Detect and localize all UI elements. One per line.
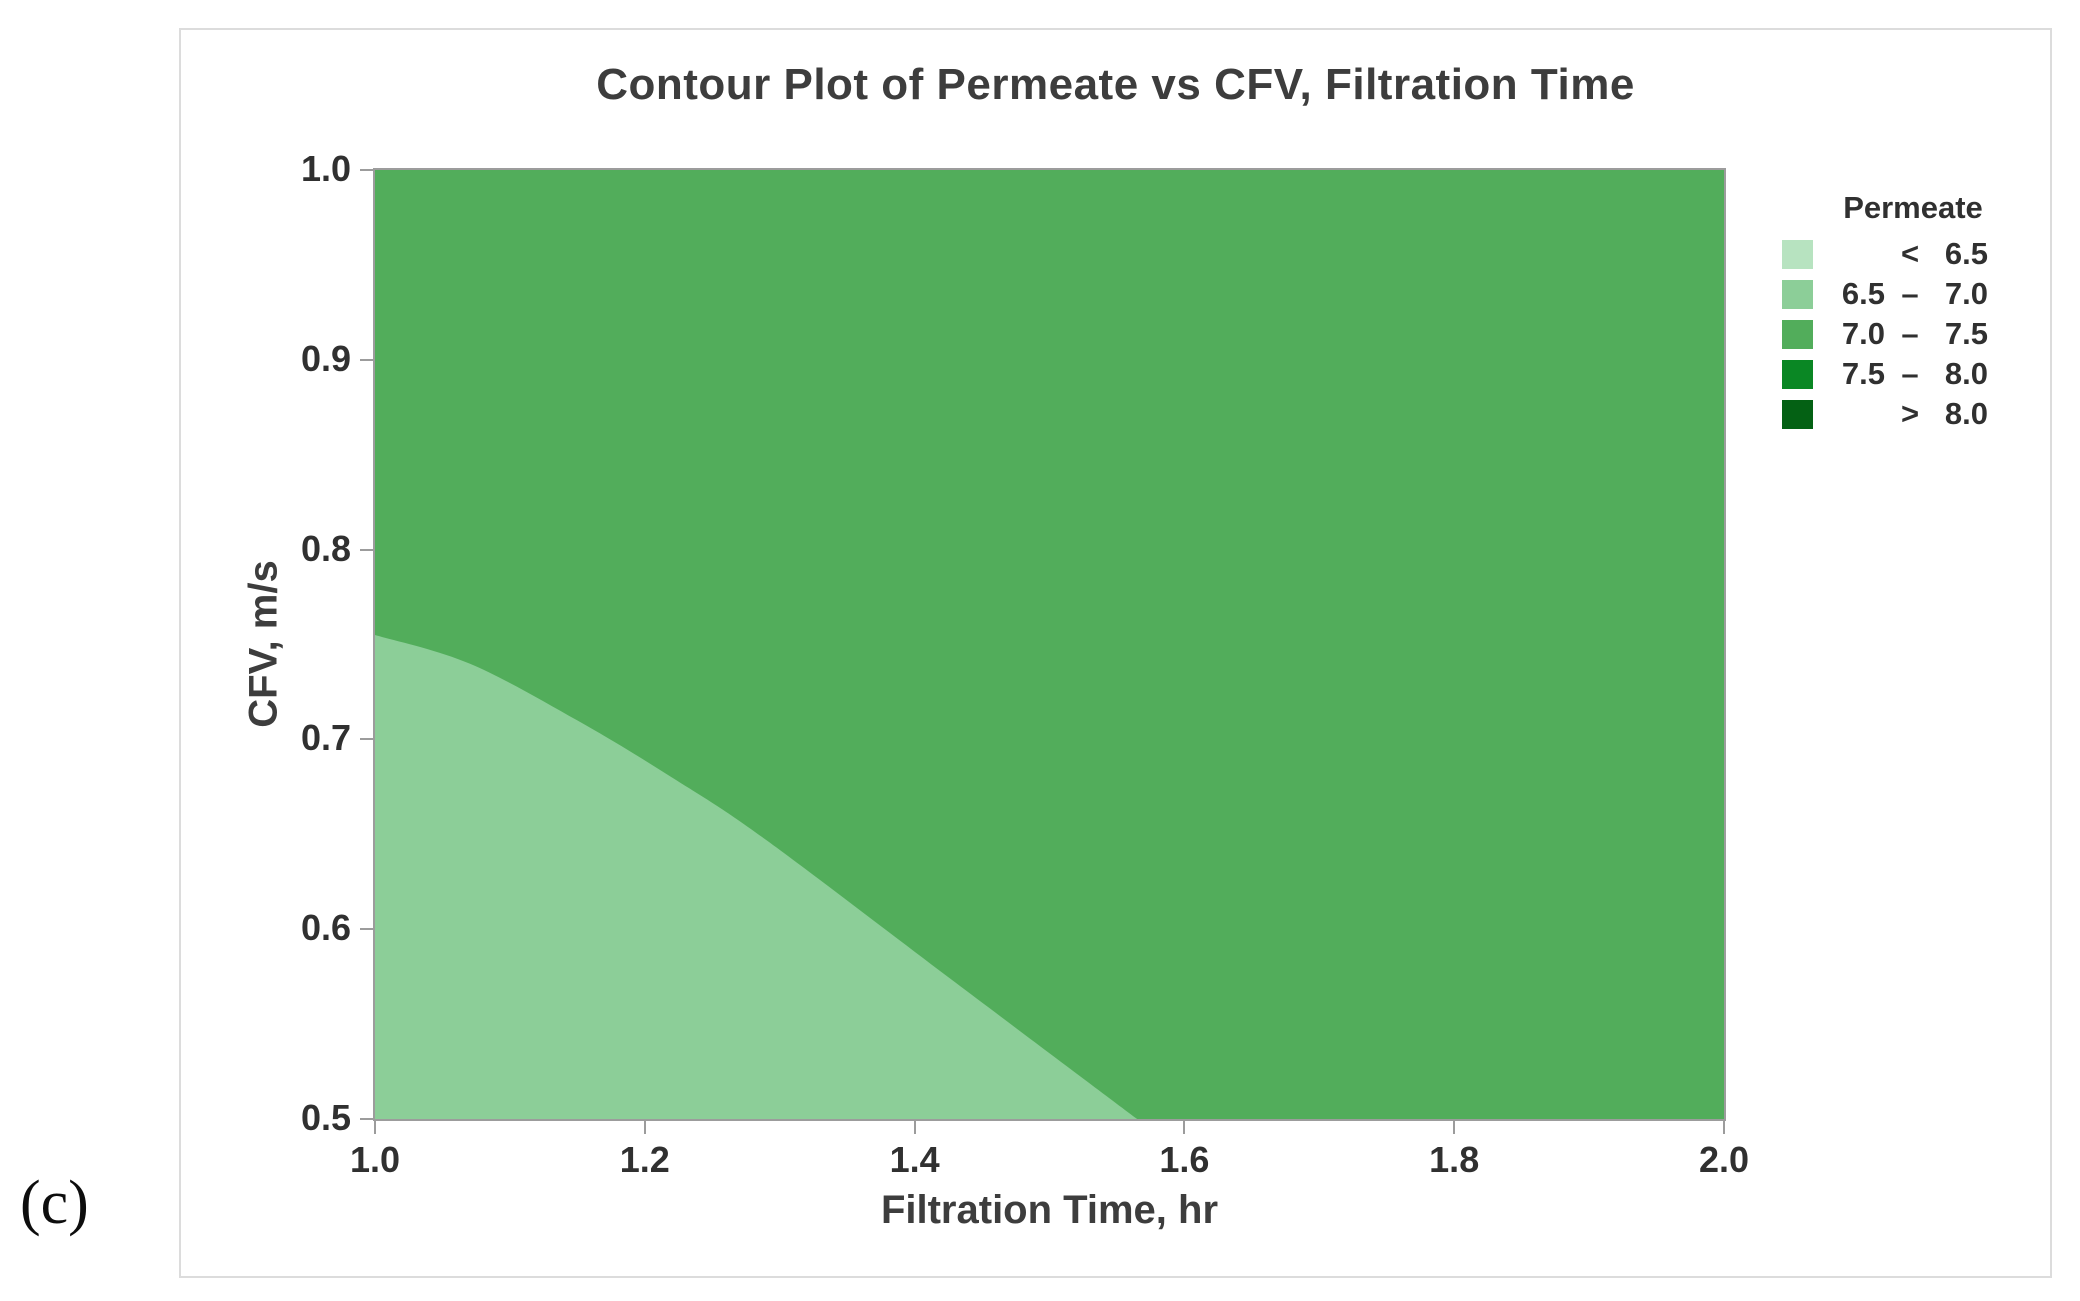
x-tick-label: 1.8 bbox=[1429, 1139, 1480, 1180]
legend-color-swatch bbox=[1782, 239, 1813, 269]
x-tick-mark bbox=[1453, 1121, 1456, 1134]
legend-row: 7.5–8.0 bbox=[1782, 354, 2022, 394]
y-axis-title: CFV, m/s bbox=[241, 560, 286, 728]
legend-op-label: – bbox=[1901, 316, 1919, 351]
x-tick-label: 1.2 bbox=[619, 1139, 670, 1180]
x-tick-label: 1.0 bbox=[349, 1139, 401, 1180]
legend-color-swatch bbox=[1782, 319, 1813, 349]
contour-regions-svg bbox=[375, 635, 1138, 1119]
x-tick-label: 1.4 bbox=[889, 1139, 940, 1180]
x-tick-label: 2.0 bbox=[1698, 1139, 1750, 1180]
legend-row: 7.0–7.5 bbox=[1782, 314, 2022, 354]
x-axis-title: Filtration Time, hr bbox=[880, 1188, 1219, 1232]
plot-area bbox=[373, 168, 1726, 1121]
y-tick-mark bbox=[360, 1118, 373, 1120]
y-tick-mark bbox=[360, 738, 373, 741]
legend-row: >8.0 bbox=[1782, 394, 2022, 434]
legend-op-label: > bbox=[1900, 396, 1920, 431]
y-tick-mark bbox=[360, 928, 373, 931]
y-tick-label: 0.9 bbox=[300, 337, 351, 379]
y-tick-mark bbox=[360, 548, 373, 551]
legend-high-label: 8.0 bbox=[1944, 356, 1988, 391]
legend-op-label: – bbox=[1901, 276, 1919, 311]
y-axis-ticks: 1.0 0.9 0.8 0.7 0.6 0.5 bbox=[181, 148, 373, 1138]
x-tick-mark bbox=[374, 1121, 376, 1134]
legend-row: 6.5–7.0 bbox=[1782, 274, 2022, 314]
figure-panel-letter: (c) bbox=[20, 1169, 89, 1237]
y-tick-mark bbox=[360, 358, 373, 361]
contour-region-lower-left bbox=[375, 635, 1138, 1119]
legend-low-label: 7.5 bbox=[1841, 356, 1885, 391]
legend-high-label: 8.0 bbox=[1944, 396, 1988, 431]
contour-figure-panel: Contour Plot of Permeate vs CFV, Filtrat… bbox=[179, 28, 2052, 1278]
legend-color-swatch bbox=[1782, 359, 1813, 389]
legend-low-label: 7.0 bbox=[1841, 316, 1885, 351]
legend-op-label: < bbox=[1900, 236, 1920, 271]
legend-color-swatch bbox=[1782, 399, 1813, 429]
legend-high-label: 7.5 bbox=[1944, 316, 1988, 351]
x-tick-mark bbox=[1723, 1121, 1725, 1134]
legend-op-label: – bbox=[1901, 356, 1919, 391]
x-tick-mark bbox=[913, 1121, 916, 1134]
chart-title: Contour Plot of Permeate vs CFV, Filtrat… bbox=[596, 60, 1635, 109]
legend-high-label: 7.0 bbox=[1944, 276, 1988, 311]
y-tick-label: 0.7 bbox=[300, 717, 351, 759]
x-tick-mark bbox=[1183, 1121, 1186, 1134]
legend-row: <6.5 bbox=[1782, 234, 2022, 274]
legend-color-swatch bbox=[1782, 279, 1813, 309]
x-tick-label: 1.6 bbox=[1159, 1139, 1210, 1180]
x-axis-ticks: 1.0 1.2 1.4 1.6 1.8 2.0 bbox=[350, 1119, 1749, 1199]
y-tick-label: 0.8 bbox=[300, 527, 351, 569]
legend-rows: <6.5 6.5–7.0 7.0–7.5 7.5–8.0 >8.0 bbox=[1782, 234, 2022, 434]
y-tick-label: 1.0 bbox=[300, 148, 351, 190]
legend: Permeate <6.5 6.5–7.0 7.0–7.5 7.5–8.0 >8.0 bbox=[1782, 190, 2022, 434]
y-tick-mark bbox=[360, 169, 373, 171]
legend-high-label: 6.5 bbox=[1944, 236, 1988, 271]
x-tick-mark bbox=[643, 1121, 646, 1134]
y-tick-label: 0.5 bbox=[300, 1097, 351, 1139]
y-tick-label: 0.6 bbox=[300, 907, 351, 949]
legend-low-label: 6.5 bbox=[1841, 276, 1885, 311]
legend-title: Permeate bbox=[1843, 190, 1983, 225]
